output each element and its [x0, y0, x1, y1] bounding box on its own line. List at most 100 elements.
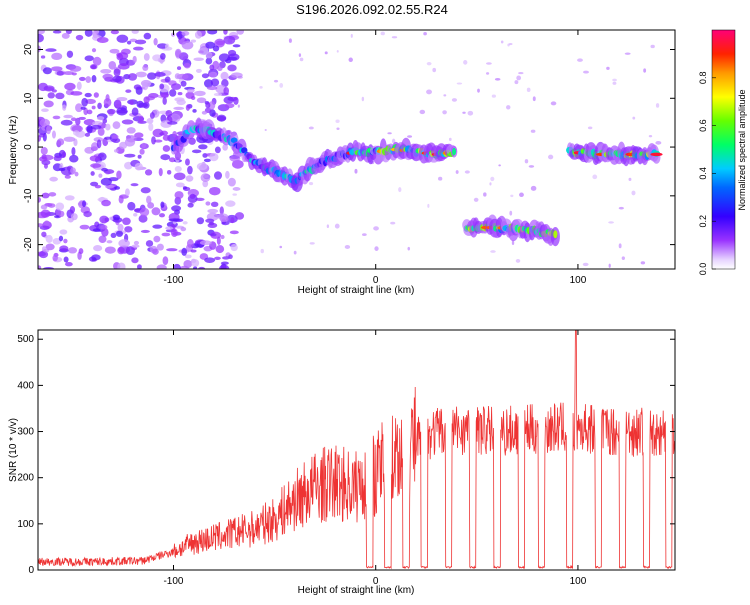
colorbar-label: Normalized spectral amplitude	[737, 89, 747, 210]
spectrogram-speckle	[75, 103, 83, 113]
spectrogram-speckle	[52, 115, 61, 120]
spectrogram-speckle	[166, 169, 172, 175]
spectrogram-speckle	[160, 92, 170, 98]
snr-ytick-label: 400	[17, 380, 34, 391]
spectrogram-speckle	[90, 171, 95, 176]
spectrogram-speckle	[67, 247, 78, 254]
spectrogram-speckle	[56, 138, 65, 146]
spectrogram-speckle	[142, 81, 149, 91]
spectrogram-speckle	[125, 89, 132, 93]
spectrogram-speckle	[41, 108, 49, 112]
colorbar-frame	[711, 29, 736, 270]
spectrogram-speckle	[92, 228, 101, 232]
spectrogram-speckle	[110, 232, 117, 238]
spectrogram-speckle	[348, 57, 353, 63]
spectrogram-speckle	[227, 64, 237, 72]
spectrogram-speckle	[118, 239, 130, 248]
spectrogram-speckle	[59, 245, 69, 252]
spectrogram-speckle	[526, 87, 531, 93]
spectrogram-speckle	[427, 203, 430, 208]
colorbar: 0.0 0.2 0.4 0.6 0.8 Normalized spectral ampl…	[698, 29, 747, 275]
spectrogram-speckle	[90, 64, 97, 70]
spectrogram-speckle	[104, 246, 116, 254]
spectrogram-speckle	[145, 240, 154, 247]
spectrogram-speckle	[490, 250, 496, 253]
spectrogram-speckle	[129, 100, 134, 105]
spectrogram-speckle	[96, 37, 109, 43]
spectrogram-speckle	[45, 234, 53, 243]
spectrogram-speckle	[191, 149, 202, 154]
spectrogram-speckle	[236, 30, 245, 35]
spectrogram-speckle	[190, 39, 197, 43]
spectrogram-speckle	[40, 55, 46, 59]
colorbar-tick-label: 0.6	[698, 119, 708, 132]
spectrogram-speckle	[184, 254, 192, 259]
spectrogram-speckle	[519, 192, 524, 198]
spectrogram-speckle	[156, 264, 167, 269]
spectrogram-speckle	[232, 44, 241, 48]
spectrogram-speckle	[96, 116, 105, 121]
spectrogram-speckle	[209, 64, 215, 71]
spectrogram-speckle	[192, 266, 198, 269]
spectrogram-speckle	[112, 214, 121, 221]
spectrogram-speckle	[40, 146, 48, 155]
spectrogram-speckle	[52, 30, 62, 34]
spectrogram-speckle	[489, 182, 492, 186]
spectrogram-speckle	[64, 82, 76, 91]
spectrogram-speckle	[57, 210, 65, 218]
spectrogram-ytick-label: 10	[23, 92, 34, 104]
spectrogram-speckle	[448, 137, 452, 141]
spectrogram-speckle	[79, 224, 90, 230]
spectrogram-speckle	[93, 92, 99, 98]
spectrogram-speckle	[153, 37, 158, 46]
spectrogram-speckle	[69, 206, 76, 214]
spectrogram-speckle	[105, 184, 115, 189]
spectrogram-speckle	[64, 261, 73, 267]
spectrogram-speckle	[583, 70, 589, 74]
snr-panel: -100 0 100 0 100 200 300 400 500 Height of strai…	[8, 329, 676, 596]
spectrogram-speckle	[132, 46, 144, 51]
spectrogram-speckle	[144, 169, 153, 176]
colorbar-tick-label: 0.8	[698, 72, 708, 85]
spectrogram-speckle	[260, 248, 264, 254]
spectrogram-speckle	[432, 67, 437, 73]
spectrogram-speckle	[213, 171, 223, 180]
spectrogram-speckle	[130, 183, 139, 187]
spectrogram-speckle	[149, 112, 155, 119]
snr-xtick-label: 100	[570, 576, 587, 587]
spectrogram-speckle	[39, 156, 48, 162]
spectrogram-speckle	[100, 68, 112, 74]
spectrogram-speckle	[38, 33, 44, 43]
spectrogram-speckle	[209, 152, 219, 162]
spectrogram-speckle	[463, 60, 468, 65]
spectrogram-speckle	[152, 248, 159, 255]
spectrogram-speckle	[165, 109, 173, 117]
spectrogram-speckle	[187, 165, 193, 175]
spectrogram-speckle	[116, 52, 123, 57]
spectrogram-speckle	[186, 239, 194, 249]
spectrogram-speckle	[511, 240, 515, 246]
spectrogram-speckle	[209, 233, 217, 237]
spectrogram-speckle	[223, 96, 234, 104]
spectrogram-speckle	[147, 72, 157, 80]
spectrogram-speckle	[41, 231, 47, 238]
spectrogram-speckle	[229, 155, 241, 162]
spectrogram-speckle	[39, 118, 50, 128]
spectrogram-speckle	[75, 34, 84, 41]
spectrogram-xlabel: Height of straight line (km)	[298, 285, 415, 296]
spectrogram-speckle	[181, 40, 194, 50]
spectrogram-speckle	[183, 259, 193, 269]
spectrogram-speckle	[451, 98, 458, 102]
spectrogram-speckle	[205, 51, 213, 59]
spectrogram-speckle	[577, 58, 583, 62]
spectrogram-ytick-label: -10	[23, 188, 34, 203]
spectrogram-speckle	[84, 132, 91, 137]
snr-ticks: -100 0 100 0 100 200 300 400 500	[17, 330, 675, 587]
spectrogram-speckle	[93, 245, 103, 252]
spectrogram-speckle	[344, 245, 351, 249]
spectrogram-speckle	[61, 32, 70, 39]
spectrogram-speckle	[182, 221, 188, 225]
spectrogram-xtick-label: -100	[163, 275, 183, 286]
spectrogram-speckle	[97, 102, 102, 110]
